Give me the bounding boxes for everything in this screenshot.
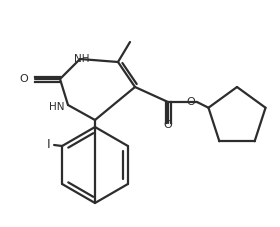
Text: O: O	[164, 120, 172, 130]
Text: I: I	[46, 138, 50, 151]
Text: NH: NH	[74, 54, 90, 64]
Text: HN: HN	[48, 102, 64, 112]
Text: O: O	[19, 74, 28, 84]
Text: O: O	[187, 97, 195, 107]
